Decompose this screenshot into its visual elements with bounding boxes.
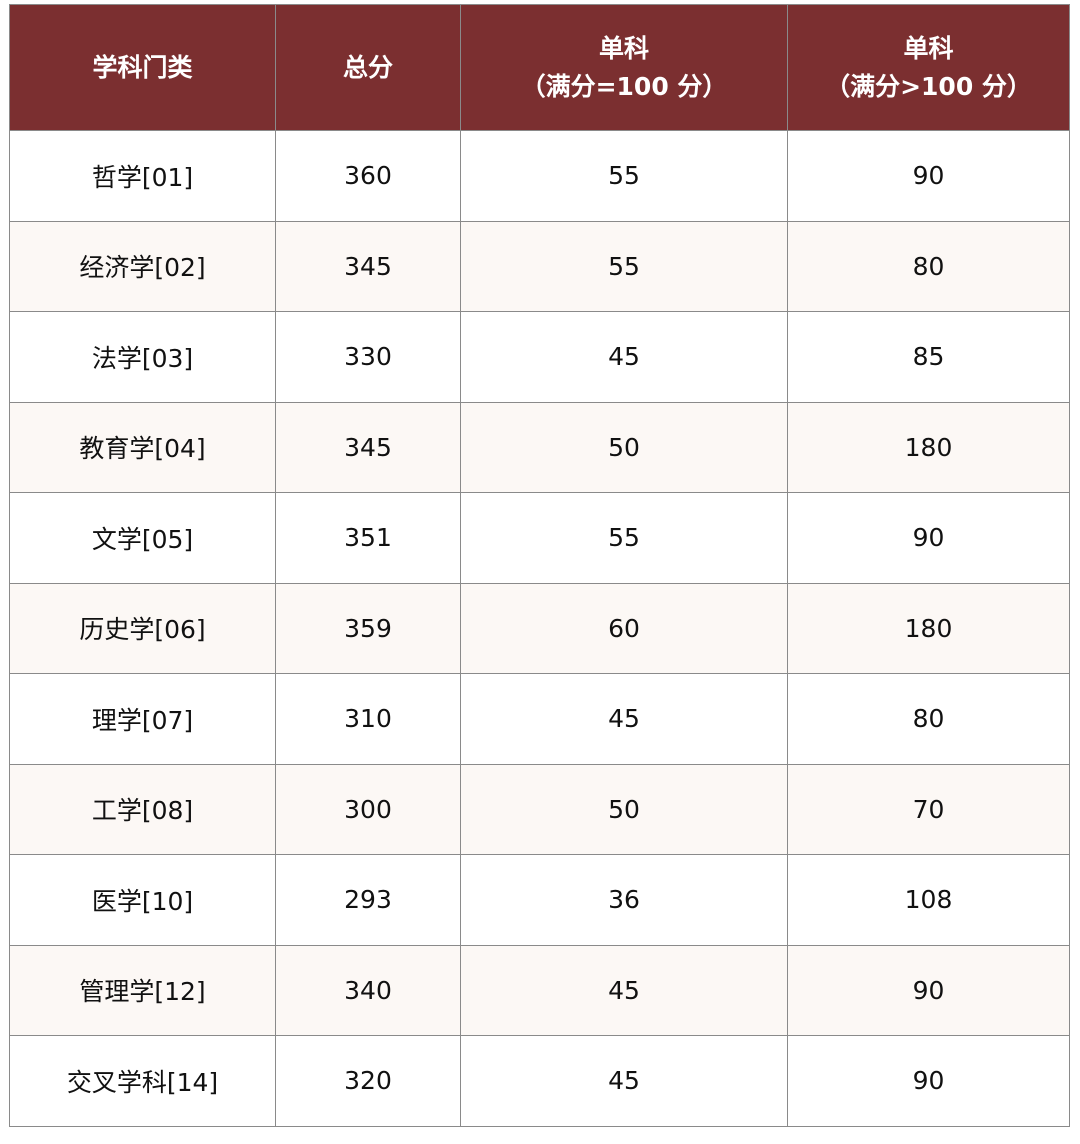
header-line2: （满分>100 分） <box>825 71 1032 101</box>
header-line1: 学科门类 <box>92 52 193 82</box>
table-cell: 345 <box>275 220 461 312</box>
table-cell: 180 <box>787 582 1070 674</box>
table-row: 理学[07] 310 45 80 <box>9 673 1070 765</box>
header-line1: 总分 <box>342 52 393 82</box>
table-cell: 医学[10] <box>9 854 276 946</box>
table-row: 经济学[02] 345 55 80 <box>9 220 1070 312</box>
column-header: 单科 （满分=100 分） <box>460 4 788 131</box>
table-cell: 340 <box>275 944 461 1036</box>
table-cell: 管理学[12] <box>9 944 276 1036</box>
table-cell: 310 <box>275 673 461 765</box>
table-row: 教育学[04] 345 50 180 <box>9 401 1070 493</box>
table-cell: 45 <box>460 311 788 403</box>
table-cell: 80 <box>787 673 1070 765</box>
column-header: 单科 （满分>100 分） <box>787 4 1070 131</box>
header-line2: （满分=100 分） <box>520 71 728 101</box>
table-cell: 交叉学科[14] <box>9 1035 276 1127</box>
table-cell: 180 <box>787 401 1070 493</box>
score-table: 学科门类 总分 单科 （满分=100 分） 单科 （满分>100 分） 哲学[01] 360… <box>9 4 1070 1127</box>
table-cell: 90 <box>787 944 1070 1036</box>
table-row: 工学[08] 300 50 70 <box>9 763 1070 855</box>
table-cell: 90 <box>787 492 1070 584</box>
table-row: 管理学[12] 340 45 90 <box>9 944 1070 1036</box>
table-cell: 工学[08] <box>9 763 276 855</box>
table-row: 医学[10] 293 36 108 <box>9 854 1070 946</box>
header-line1: 单科 <box>598 33 649 63</box>
table-cell: 50 <box>460 763 788 855</box>
table-cell: 108 <box>787 854 1070 946</box>
table-cell: 文学[05] <box>9 492 276 584</box>
table-cell: 理学[07] <box>9 673 276 765</box>
header-line1: 单科 <box>903 33 954 63</box>
table-cell: 293 <box>275 854 461 946</box>
table-cell: 50 <box>460 401 788 493</box>
table-row: 文学[05] 351 55 90 <box>9 492 1070 584</box>
table-cell: 320 <box>275 1035 461 1127</box>
column-header: 总分 <box>275 4 461 131</box>
table-cell: 360 <box>275 130 461 222</box>
table-cell: 55 <box>460 130 788 222</box>
table-cell: 哲学[01] <box>9 130 276 222</box>
table-cell: 300 <box>275 763 461 855</box>
table-cell: 45 <box>460 1035 788 1127</box>
table-row: 历史学[06] 359 60 180 <box>9 582 1070 674</box>
table-cell: 85 <box>787 311 1070 403</box>
table-cell: 法学[03] <box>9 311 276 403</box>
table-cell: 55 <box>460 492 788 584</box>
table-cell: 330 <box>275 311 461 403</box>
table-cell: 经济学[02] <box>9 220 276 312</box>
table-row: 法学[03] 330 45 85 <box>9 311 1070 403</box>
table-cell: 359 <box>275 582 461 674</box>
table-cell: 历史学[06] <box>9 582 276 674</box>
table-cell: 教育学[04] <box>9 401 276 493</box>
table-cell: 45 <box>460 673 788 765</box>
table-cell: 80 <box>787 220 1070 312</box>
table-cell: 90 <box>787 1035 1070 1127</box>
table-cell: 351 <box>275 492 461 584</box>
table-cell: 70 <box>787 763 1070 855</box>
table-row: 交叉学科[14] 320 45 90 <box>9 1035 1070 1127</box>
table-cell: 55 <box>460 220 788 312</box>
header-row: 学科门类 总分 单科 （满分=100 分） 单科 （满分>100 分） <box>9 4 1070 131</box>
column-header: 学科门类 <box>9 4 276 131</box>
table-cell: 45 <box>460 944 788 1036</box>
table-cell: 345 <box>275 401 461 493</box>
table-cell: 60 <box>460 582 788 674</box>
table-cell: 36 <box>460 854 788 946</box>
table-row: 哲学[01] 360 55 90 <box>9 130 1070 222</box>
table-body: 哲学[01] 360 55 90 经济学[02] 345 55 80 法学[03] 330 45 85… <box>9 130 1070 1127</box>
table-cell: 90 <box>787 130 1070 222</box>
